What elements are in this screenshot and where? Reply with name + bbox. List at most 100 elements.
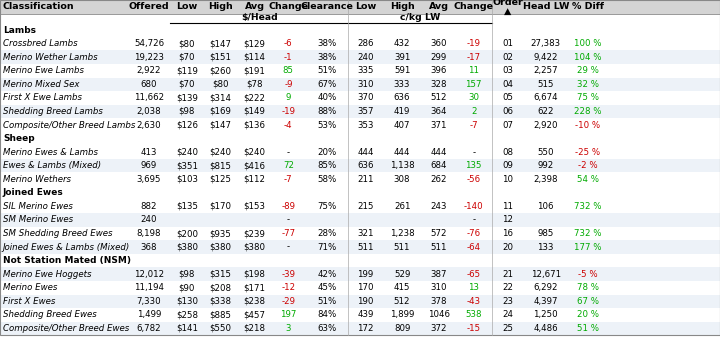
Text: -39: -39 [282, 270, 295, 279]
Text: $238: $238 [243, 297, 266, 306]
Text: Joined Ewes: Joined Ewes [3, 188, 63, 197]
Text: 432: 432 [394, 39, 410, 48]
Text: $218: $218 [243, 324, 266, 333]
Text: $80: $80 [212, 80, 229, 89]
Text: $380: $380 [243, 243, 266, 252]
Text: 882: 882 [141, 202, 157, 211]
Text: -10 %: -10 % [575, 121, 600, 129]
Text: 439: 439 [357, 311, 374, 319]
Text: $222: $222 [243, 94, 266, 102]
Text: -17: -17 [467, 53, 481, 62]
Text: -4: -4 [284, 121, 292, 129]
Text: 157: 157 [466, 80, 482, 89]
Text: 45%: 45% [318, 283, 336, 292]
Text: 335: 335 [357, 66, 374, 75]
Text: $315: $315 [210, 270, 232, 279]
Text: $935: $935 [210, 229, 232, 238]
Text: 372: 372 [431, 324, 447, 333]
Text: 10: 10 [502, 175, 513, 184]
Text: 38%: 38% [318, 39, 336, 48]
Text: 240: 240 [141, 216, 157, 224]
Bar [0, 37, 720, 51]
Text: 1,499: 1,499 [137, 311, 161, 319]
Text: -19: -19 [467, 39, 481, 48]
Text: $151: $151 [210, 53, 232, 62]
Bar [0, 118, 720, 132]
Text: 2,038: 2,038 [137, 107, 161, 116]
Text: -56: -56 [467, 175, 481, 184]
Text: 407: 407 [394, 121, 410, 129]
Text: SM Merino Ewes: SM Merino Ewes [3, 216, 73, 224]
Text: $103: $103 [176, 175, 198, 184]
Text: $126: $126 [176, 121, 198, 129]
Text: 636: 636 [394, 94, 410, 102]
Text: SM Shedding Breed Ewes: SM Shedding Breed Ewes [3, 229, 112, 238]
Text: $380: $380 [210, 243, 232, 252]
Text: $139: $139 [176, 94, 198, 102]
Text: 321: 321 [357, 229, 374, 238]
Text: -: - [287, 243, 290, 252]
Text: Low: Low [355, 2, 376, 11]
Text: 06: 06 [502, 107, 513, 116]
Bar [0, 227, 720, 240]
Text: 71%: 71% [318, 243, 336, 252]
Text: 684: 684 [431, 161, 447, 170]
Text: -76: -76 [467, 229, 481, 238]
Text: $457: $457 [243, 311, 266, 319]
Text: 28%: 28% [318, 229, 336, 238]
Text: -7: -7 [284, 175, 292, 184]
Text: 1,238: 1,238 [390, 229, 415, 238]
Bar [0, 105, 720, 118]
Text: 40%: 40% [318, 94, 336, 102]
Text: 7,330: 7,330 [137, 297, 161, 306]
Bar [0, 78, 720, 91]
Text: 444: 444 [357, 148, 374, 157]
Text: 30: 30 [468, 94, 480, 102]
Text: $70: $70 [179, 53, 195, 62]
Text: 1,250: 1,250 [534, 311, 558, 319]
Text: $191: $191 [243, 66, 266, 75]
Text: $240: $240 [243, 148, 266, 157]
Text: 368: 368 [141, 243, 157, 252]
Text: 228 %: 228 % [574, 107, 601, 116]
Text: 391: 391 [394, 53, 410, 62]
Text: 29 %: 29 % [577, 66, 598, 75]
Bar [0, 159, 720, 173]
Text: 42%: 42% [318, 270, 336, 279]
Text: $98: $98 [179, 270, 195, 279]
Text: 05: 05 [502, 94, 513, 102]
Text: 11: 11 [502, 202, 513, 211]
Text: $885: $885 [210, 311, 232, 319]
Text: 2,920: 2,920 [534, 121, 558, 129]
Text: 387: 387 [431, 270, 447, 279]
Text: $78: $78 [246, 80, 263, 89]
Bar [0, 51, 720, 64]
Text: Change: Change [454, 2, 494, 11]
Text: High: High [390, 2, 415, 11]
Text: $147: $147 [210, 121, 232, 129]
Text: 240: 240 [357, 53, 374, 62]
Bar [0, 23, 720, 37]
Text: 20: 20 [502, 243, 513, 252]
Text: -25 %: -25 % [575, 148, 600, 157]
Text: 1046: 1046 [428, 311, 450, 319]
Text: Avg: Avg [245, 2, 264, 11]
Text: -140: -140 [464, 202, 484, 211]
Text: $70: $70 [179, 80, 195, 89]
Text: $98: $98 [179, 107, 195, 116]
Text: 24: 24 [502, 311, 513, 319]
Text: 04: 04 [502, 80, 513, 89]
Text: $136: $136 [243, 121, 266, 129]
Text: -12: -12 [282, 283, 295, 292]
Text: -64: -64 [467, 243, 481, 252]
Text: High: High [208, 2, 233, 11]
Text: $90: $90 [179, 283, 195, 292]
Bar [0, 200, 720, 213]
Text: 100 %: 100 % [574, 39, 601, 48]
Text: 172: 172 [357, 324, 374, 333]
Text: Merino Ewe Lambs: Merino Ewe Lambs [3, 66, 84, 75]
Text: Avg: Avg [429, 2, 449, 11]
Text: 333: 333 [394, 80, 410, 89]
Text: $416: $416 [243, 161, 266, 170]
Text: Merino Ewes: Merino Ewes [3, 283, 58, 292]
